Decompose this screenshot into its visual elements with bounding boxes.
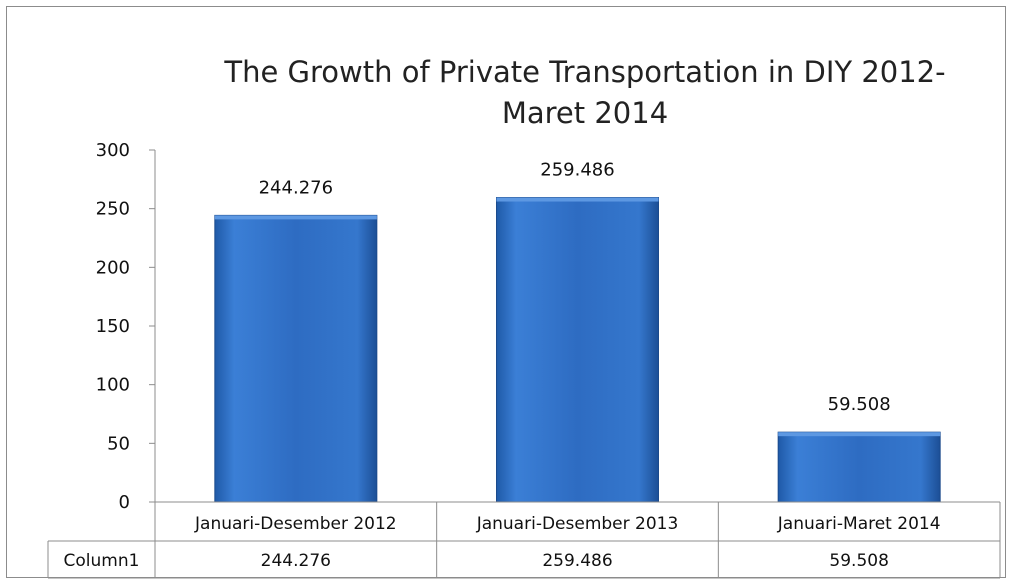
table-value-cell: 59.508 (829, 551, 888, 571)
y-tick-label: 200 (96, 257, 130, 278)
x-category-label: Januari-Desember 2013 (476, 514, 679, 534)
y-tick-label: 150 (96, 316, 130, 337)
bar (496, 197, 659, 503)
y-tick-label: 50 (107, 433, 130, 454)
bar-data-label: 259.486 (540, 160, 614, 181)
y-axis: 0 50 100 150 200 250 300 (96, 140, 156, 513)
table-value-cell: 244.276 (261, 551, 331, 571)
bar-data-label: 244.276 (259, 177, 333, 198)
bar (777, 431, 941, 503)
x-category-label: Januari-Maret 2014 (777, 514, 941, 534)
bars-group: 244.276 259.486 59.508 (214, 160, 941, 503)
chart-title-line-1: The Growth of Private Transportation in … (223, 55, 945, 89)
bar (214, 214, 378, 503)
bar-top-highlight (496, 197, 659, 202)
y-tick-label: 300 (96, 140, 130, 161)
y-tick-label: 250 (96, 199, 130, 220)
chart-title-line-2: Maret 2014 (502, 96, 668, 130)
y-tick-label: 100 (96, 375, 130, 396)
data-table: Januari-Desember 2012 Januari-Desember 20… (47, 501, 1001, 579)
table-row-label: Column1 (64, 551, 140, 571)
y-tick-label: 0 (119, 492, 130, 513)
x-category-label: Januari-Desember 2012 (194, 514, 397, 534)
bar-data-label: 59.508 (828, 394, 891, 415)
table-value-cell: 259.486 (542, 551, 612, 571)
bar-top-highlight (214, 215, 377, 220)
bar-top-highlight (778, 432, 941, 437)
